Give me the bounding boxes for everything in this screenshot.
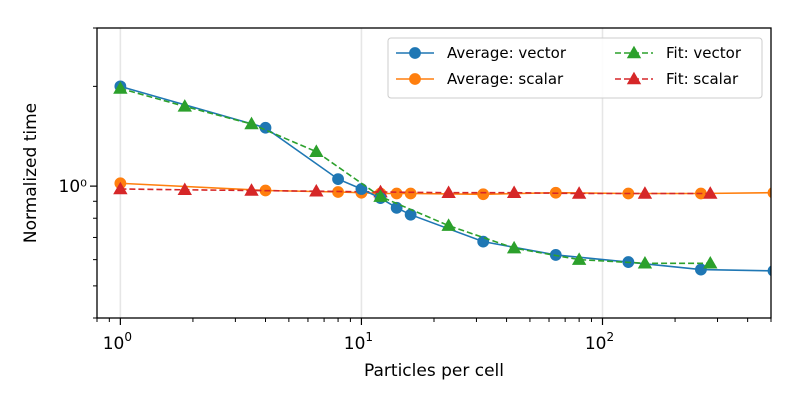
legend-entry-fit-scalar: Fit: scalar <box>615 70 739 88</box>
y-tick-label: 10⁰ <box>59 177 88 197</box>
x-tick-label: 102 <box>585 330 614 354</box>
data-point-average-vector <box>390 201 403 214</box>
x-tick-label: 101 <box>344 330 373 354</box>
data-point-fit-scalar <box>571 186 587 199</box>
data-point-fit-scalar <box>441 185 456 199</box>
data-point-fit-scalar <box>113 181 128 195</box>
legend-box <box>387 37 763 99</box>
data-point-fit-vector <box>177 99 192 112</box>
data-point-fit-scalar <box>506 185 522 199</box>
data-point-average-vector <box>477 235 490 248</box>
data-point-average-vector <box>404 208 417 221</box>
legend-label-fit-vector: Fit: vector <box>666 44 742 62</box>
data-point-average-vector <box>767 265 771 277</box>
series-line-fit-scalar <box>120 188 711 195</box>
data-point-fit-scalar <box>244 183 259 196</box>
data-point-fit-vector <box>309 144 324 157</box>
series-line-average-scalar <box>120 182 771 196</box>
data-point-fit-vector <box>441 218 456 231</box>
x-tick-label-exponent: 1 <box>365 330 373 344</box>
data-point-fit-scalar <box>309 183 324 197</box>
legend-marker-average-vector <box>409 47 421 59</box>
legend-marker-fit-scalar <box>626 71 642 85</box>
data-point-average-scalar <box>404 187 417 200</box>
data-point-average-scalar <box>390 187 403 200</box>
legend-marker-average-scalar <box>409 73 421 85</box>
y-axis-label: Normalized time <box>21 103 41 243</box>
series-fit-vector <box>113 81 718 269</box>
series-layer <box>113 80 771 277</box>
x-tick-label-exponent: 0 <box>124 330 132 344</box>
x-tick-label-exponent: 2 <box>607 330 615 344</box>
data-point-fit-vector <box>373 189 388 202</box>
x-tick-label-base: 10 <box>103 334 125 354</box>
series-line-average-vector <box>120 85 771 272</box>
legend-entry-average-scalar: Average: scalar <box>396 70 564 88</box>
data-point-fit-vector <box>113 81 128 94</box>
legend-entry-average-vector: Average: vector <box>396 44 567 62</box>
series-line-fit-vector <box>120 87 711 265</box>
data-point-fit-vector <box>637 255 653 269</box>
data-point-fit-scalar <box>637 186 653 199</box>
legend-label-average-scalar: Average: scalar <box>447 70 564 88</box>
y-axis: 10⁰ <box>59 27 97 319</box>
data-point-fit-vector <box>571 252 587 265</box>
data-point-fit-vector <box>506 240 522 254</box>
data-point-fit-vector <box>703 255 718 269</box>
legend-label-fit-scalar: Fit: scalar <box>666 70 739 88</box>
data-point-fit-scalar <box>177 182 192 196</box>
x-tick-label-base: 10 <box>585 334 607 354</box>
x-tick-label-base: 10 <box>344 334 366 354</box>
legend-marker-fit-vector <box>626 45 642 59</box>
legend-entry-fit-vector: Fit: vector <box>615 44 742 62</box>
legend: Average: vector Average: scalar Fit: vecto… <box>387 37 763 99</box>
data-point-fit-vector <box>244 116 259 130</box>
data-point-average-scalar <box>477 188 490 201</box>
data-point-average-scalar <box>767 187 771 199</box>
series-average-scalar <box>114 177 771 201</box>
legend-label-average-vector: Average: vector <box>447 44 567 62</box>
x-axis-label: Particles per cell <box>364 361 504 381</box>
x-axis: 100 101 102 <box>96 318 772 354</box>
data-point-average-vector <box>332 173 344 185</box>
x-tick-label: 100 <box>103 330 132 354</box>
data-point-fit-scalar <box>703 186 718 199</box>
